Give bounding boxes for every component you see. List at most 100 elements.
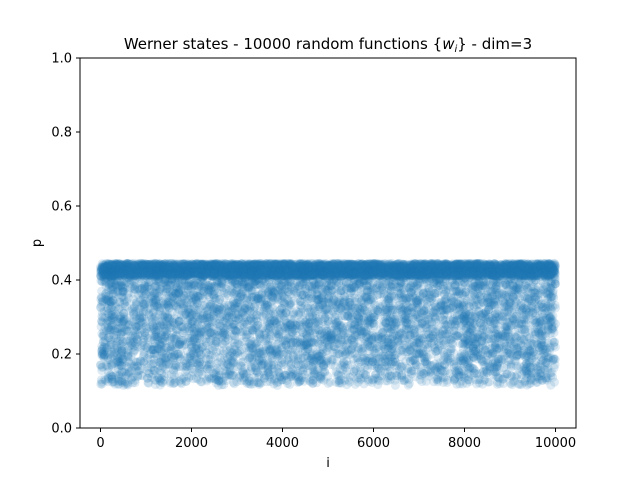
scatter-point bbox=[135, 365, 145, 375]
scatter-point bbox=[267, 267, 277, 277]
scatter-point bbox=[97, 259, 107, 269]
scatter-point bbox=[198, 272, 208, 282]
scatter-point bbox=[194, 345, 204, 355]
scatter-point bbox=[516, 298, 526, 308]
scatter-point bbox=[419, 330, 429, 340]
scatter-point bbox=[307, 263, 317, 273]
scatter-point bbox=[321, 267, 330, 277]
scatter-point bbox=[150, 262, 159, 271]
scatter-point bbox=[478, 270, 488, 280]
scatter-point bbox=[538, 315, 547, 325]
scatter-point bbox=[238, 266, 248, 276]
scatter-point bbox=[484, 333, 494, 343]
scatter-point bbox=[239, 279, 249, 289]
scatter-point bbox=[534, 326, 544, 336]
scatter-point bbox=[462, 339, 472, 349]
scatter-point bbox=[160, 354, 170, 364]
scatter-point bbox=[268, 260, 277, 270]
scatter-point bbox=[210, 263, 220, 273]
scatter-point bbox=[228, 358, 238, 368]
scatter-point bbox=[320, 329, 330, 339]
scatter-point bbox=[390, 293, 400, 303]
scatter-point bbox=[314, 264, 323, 274]
scatter-point bbox=[435, 263, 445, 273]
scatter-point bbox=[546, 317, 556, 326]
scatter-point bbox=[469, 269, 478, 279]
scatter-point bbox=[509, 340, 519, 350]
scatter-point bbox=[398, 265, 407, 275]
scatter-point bbox=[316, 370, 326, 380]
scatter-point bbox=[364, 295, 374, 305]
scatter-point bbox=[519, 324, 529, 334]
scatter-point bbox=[468, 264, 478, 274]
scatter-point bbox=[314, 274, 324, 284]
scatter-point bbox=[279, 370, 289, 380]
scatter-point bbox=[286, 261, 296, 271]
scatter-point bbox=[187, 268, 197, 278]
scatter-point bbox=[446, 270, 456, 280]
scatter-point bbox=[100, 262, 109, 272]
scatter-point bbox=[530, 265, 540, 275]
scatter-point bbox=[390, 318, 400, 328]
scatter-point bbox=[225, 363, 234, 372]
scatter-point bbox=[269, 266, 279, 276]
scatter-point bbox=[387, 334, 396, 344]
scatter-point bbox=[98, 268, 108, 278]
scatter-point bbox=[399, 268, 409, 278]
scatter-point bbox=[448, 372, 458, 382]
scatter-point bbox=[277, 342, 287, 352]
scatter-point bbox=[468, 265, 478, 274]
scatter-point bbox=[232, 267, 242, 277]
scatter-point bbox=[207, 265, 217, 275]
scatter-point bbox=[452, 299, 462, 308]
scatter-point bbox=[230, 288, 240, 298]
scatter-point bbox=[156, 330, 166, 340]
scatter-point bbox=[522, 351, 532, 361]
scatter-point bbox=[238, 260, 248, 270]
scatter-point bbox=[348, 312, 358, 321]
scatter-point bbox=[137, 270, 147, 280]
scatter-point bbox=[215, 270, 225, 280]
scatter-point bbox=[316, 261, 326, 271]
scatter-point bbox=[462, 266, 472, 276]
scatter-point bbox=[394, 263, 404, 273]
scatter-point bbox=[102, 269, 111, 279]
scatter-point bbox=[311, 309, 321, 319]
scatter-point bbox=[481, 362, 491, 372]
scatter-point bbox=[400, 336, 410, 346]
scatter-point bbox=[457, 264, 467, 274]
scatter-point bbox=[124, 259, 134, 269]
scatter-point bbox=[498, 271, 508, 281]
scatter-point bbox=[492, 266, 502, 276]
scatter-point bbox=[252, 263, 262, 273]
scatter-point bbox=[492, 362, 502, 372]
scatter-point bbox=[518, 265, 528, 275]
scatter-point bbox=[364, 262, 374, 272]
scatter-point bbox=[198, 270, 208, 280]
scatter-point bbox=[350, 260, 360, 269]
scatter-point bbox=[543, 294, 553, 304]
scatter-point bbox=[413, 304, 423, 314]
scatter-point bbox=[448, 268, 458, 278]
scatter-point bbox=[257, 346, 267, 356]
scatter-point bbox=[227, 287, 237, 297]
scatter-point bbox=[452, 259, 462, 269]
scatter-point bbox=[236, 345, 246, 355]
scatter-point bbox=[152, 289, 162, 299]
chart-title: Werner states - 10000 random functions {… bbox=[124, 35, 532, 55]
scatter-point bbox=[547, 280, 557, 289]
scatter-point bbox=[549, 293, 559, 303]
scatter-point bbox=[241, 330, 251, 340]
scatter-point bbox=[505, 265, 515, 274]
scatter-point bbox=[513, 262, 523, 272]
scatter-point bbox=[122, 260, 131, 270]
scatter-point bbox=[461, 261, 471, 271]
scatter-point bbox=[211, 336, 221, 346]
scatter-point bbox=[268, 262, 278, 272]
scatter-point bbox=[365, 336, 375, 346]
scatter-point bbox=[284, 296, 294, 306]
scatter-point bbox=[149, 307, 159, 317]
scatter-point bbox=[408, 312, 418, 322]
scatter-point bbox=[538, 285, 548, 294]
